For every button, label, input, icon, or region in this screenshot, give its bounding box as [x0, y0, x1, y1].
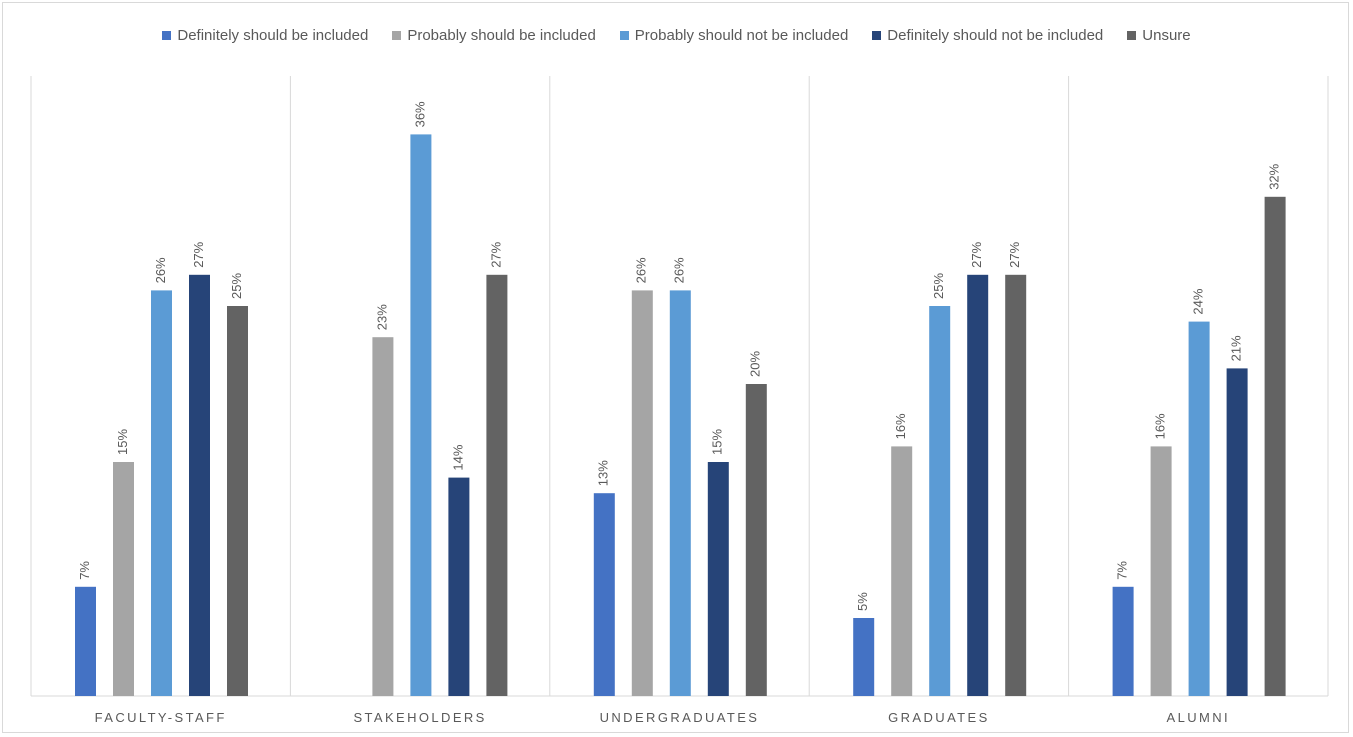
legend-label: Definitely should be included [177, 27, 369, 44]
bar [929, 306, 951, 696]
legend-label: Probably should not be included [634, 27, 849, 44]
bar [853, 618, 875, 696]
bar [410, 134, 432, 696]
bar [593, 493, 615, 696]
data-label: 13% [596, 460, 611, 486]
legend-label: Probably should be included [407, 27, 596, 44]
bar [372, 337, 394, 696]
bar [1264, 196, 1286, 697]
legend-item-unsure: Unsure [1127, 27, 1191, 44]
bar [1150, 446, 1172, 696]
legend-item-definitely-included: Definitely should be included [162, 27, 368, 44]
data-label: 16% [1153, 413, 1168, 439]
bar [1005, 274, 1027, 696]
data-label: 20% [748, 351, 763, 377]
data-label: 15% [710, 429, 725, 455]
bar [1112, 586, 1134, 696]
legend-item-definitely-not-included: Definitely should not be included [872, 27, 1103, 44]
data-label: 7% [1115, 561, 1130, 580]
data-label: 36% [412, 101, 427, 127]
data-label: 27% [488, 241, 503, 267]
bar [113, 462, 134, 696]
data-label: 32% [1267, 163, 1282, 189]
category-label: FACULTY-STAFF [95, 710, 227, 725]
bar [448, 477, 470, 696]
bar [669, 290, 691, 696]
legend-swatch [1127, 31, 1137, 40]
bar [486, 274, 508, 696]
legend-item-probably-included: Probably should be included [392, 27, 596, 44]
bar [967, 274, 989, 696]
data-label: 21% [1229, 335, 1244, 361]
data-label: 26% [153, 257, 168, 283]
legend-label: Unsure [1142, 27, 1191, 44]
chart-legend: Definitely should be included Probably s… [0, 27, 1353, 44]
data-label: 27% [1007, 241, 1022, 267]
legend-label: Definitely should not be included [887, 27, 1104, 44]
legend-swatch [619, 31, 629, 40]
data-label: 15% [115, 429, 130, 455]
data-label: 5% [855, 592, 870, 611]
data-label: 16% [893, 413, 908, 439]
category-label: ALUMNI [1167, 710, 1231, 725]
category-label: UNDERGRADUATES [600, 710, 760, 725]
data-label: 25% [229, 273, 244, 299]
category-label: STAKEHOLDERS [353, 710, 486, 725]
data-label: 25% [931, 273, 946, 299]
data-label: 26% [634, 257, 649, 283]
bar [75, 586, 96, 696]
bar [631, 290, 653, 696]
data-label: 7% [77, 561, 92, 580]
legend-item-probably-not-included: Probably should not be included [619, 27, 849, 44]
bar [891, 446, 913, 696]
bar [227, 306, 248, 696]
data-label: 14% [450, 444, 465, 470]
data-label: 26% [672, 257, 687, 283]
legend-swatch [162, 31, 172, 40]
bar [707, 462, 729, 696]
data-label: 27% [969, 241, 984, 267]
bar [189, 274, 210, 696]
category-label: GRADUATES [888, 710, 990, 725]
bar [151, 290, 172, 696]
bar [1188, 321, 1210, 696]
data-label: 27% [191, 241, 206, 267]
data-label: 24% [1191, 288, 1206, 314]
bar [1226, 368, 1248, 696]
legend-swatch [872, 31, 882, 40]
data-label: 23% [374, 304, 389, 330]
legend-swatch [392, 31, 402, 40]
bar [745, 384, 767, 696]
